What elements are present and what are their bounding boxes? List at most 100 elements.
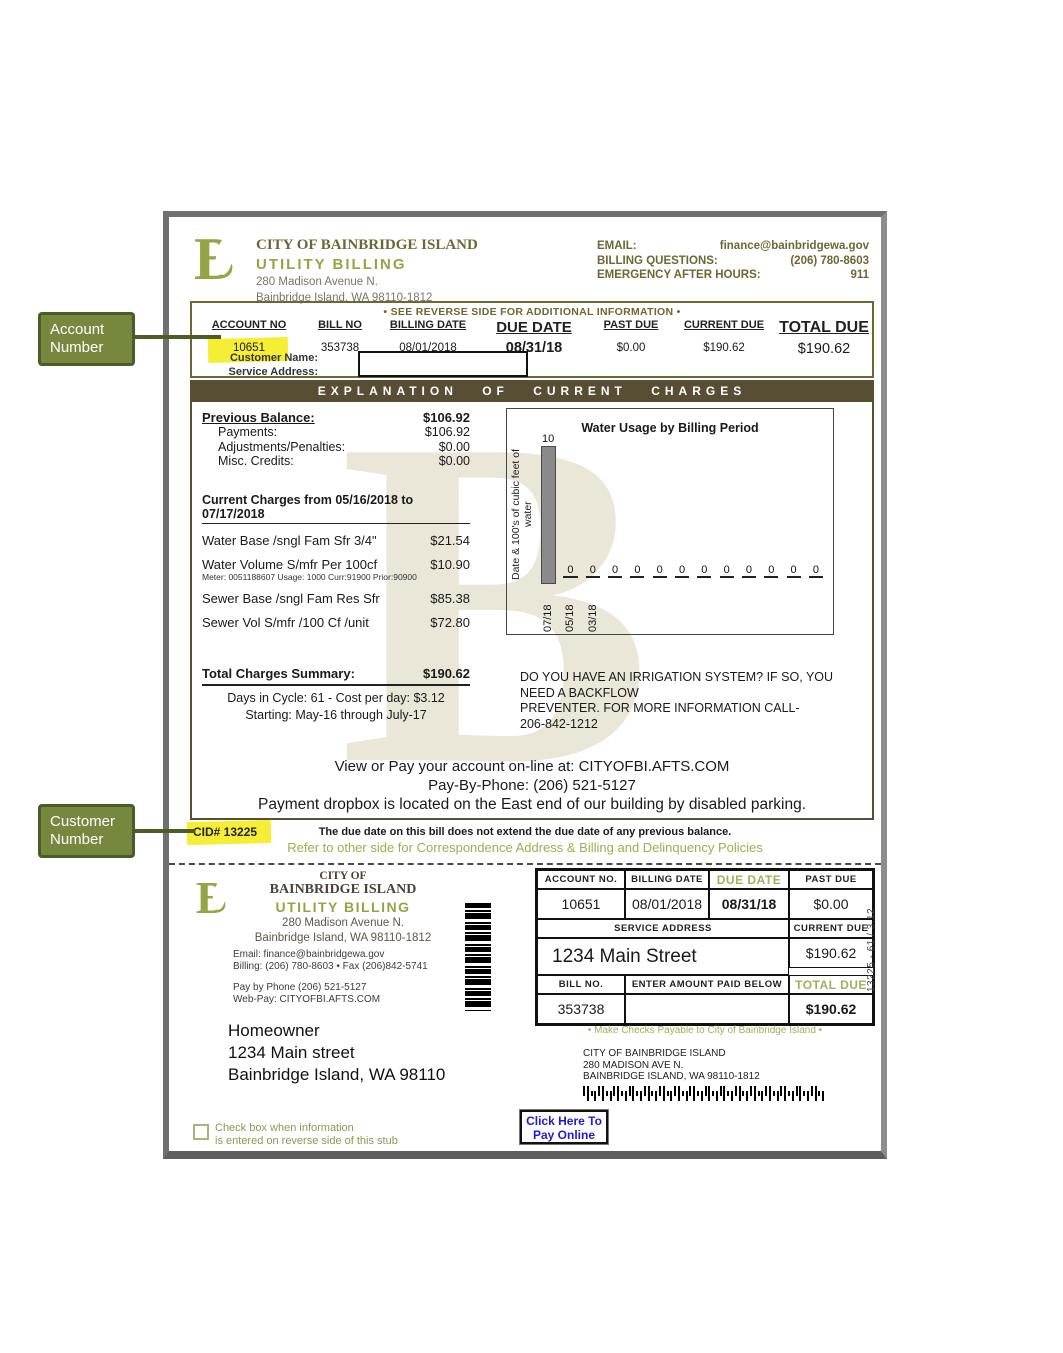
remittance-table: ACCOUNT NO. BILLING DATE DUE DATE PAST D…: [535, 868, 875, 1026]
charge-item: Water Volume S/mfr Per 100cf $10.90 Meter…: [202, 556, 470, 582]
payment-options: View or Pay your account on-line at: CIT…: [192, 758, 872, 814]
org-address-1: 280 Madison Avenue N.: [256, 276, 378, 288]
stub-header-enter-amount: ENTER AMOUNT PAID BELOW: [625, 975, 789, 994]
charges-main-box: Previous Balance: $106.92 Payments: $106.9…: [190, 402, 874, 820]
charge-item: Sewer Base /sngl Fam Res Sfr $85.38: [202, 590, 470, 606]
balance-line: Misc. Credits: $0.00: [218, 454, 470, 468]
customer-service-entry-box[interactable]: [358, 351, 528, 377]
reverse-info-check-row: Check box when information is entered on…: [193, 1122, 398, 1147]
stub-current-due-value: $190.62: [789, 938, 873, 968]
days-in-cycle-line: Days in Cycle: 61 - Cost per day: $3.12: [227, 690, 445, 705]
starting-line: Starting: May-16 through July-17: [245, 707, 427, 722]
chart-plot-area: 10 07/18 0 05/18 0 03/18 0 0 0 0 0 0 0 0 0 …: [537, 433, 827, 632]
header-billing-date: BILLING DATE: [389, 319, 467, 331]
org-name: CITY OF BAINBRIDGE ISLAND: [256, 237, 478, 253]
stub-billing-date-value: 08/01/2018: [625, 889, 709, 919]
stub-org-block: CITY OF BAINBRIDGE ISLAND UTILITY BILLIN…: [217, 870, 469, 1005]
meter-detail: Meter: 0051188607 Usage: 1000 Curr:91900…: [202, 571, 417, 582]
stub-total-due-value: $190.62: [789, 994, 873, 1024]
stub-pay-phone: Pay by Phone (206) 521-5127: [233, 982, 367, 993]
cid-row: CID# 13225 The due date on this bill doe…: [169, 819, 881, 846]
chart-bar-column: 0: [782, 433, 804, 632]
charge-item: Water Base /sngl Fam Sfr 3/4" $21.54: [202, 532, 470, 548]
stub-header-past-due: PAST DUE: [789, 870, 873, 889]
dropbox-line: Payment dropbox is located on the East e…: [257, 796, 807, 813]
watermark-b: B: [339, 341, 653, 862]
stub-web-pay: Web-Pay: CITYOFBI.AFTS.COM: [233, 993, 381, 1005]
account-callout-connector: [133, 335, 221, 339]
vertical-barcode: [465, 903, 491, 1011]
previous-balance-label: Previous Balance:: [202, 410, 315, 425]
cid-number: CID# 13225: [193, 825, 258, 839]
stub-billing-phone: Billing: (206) 780-8603 • Fax (206)842-5…: [233, 960, 428, 972]
reverse-side-note: • SEE REVERSE SIDE FOR ADDITIONAL INFORM…: [383, 306, 681, 318]
irrigation-notice: DO YOU HAVE AN IRRIGATION SYSTEM? IF SO,…: [520, 670, 834, 731]
header-current-due: CURRENT DUE: [683, 319, 765, 331]
account-number-value: 10651: [194, 336, 304, 364]
mailing-address: Homeowner 1234 Main street Bainbridge Is…: [228, 1021, 446, 1084]
charges-column: Previous Balance: $106.92 Payments: $106.9…: [202, 410, 470, 722]
customer-callout-connector: [135, 829, 195, 833]
chart-bar-column: 0 03/18: [585, 564, 600, 632]
explanation-bar: EXPLANATION OF CURRENT CHARGES: [190, 380, 874, 402]
org-header: CITY OF BAINBRIDGE ISLAND UTILITY BILLIN…: [256, 237, 478, 305]
stub-email: Email: finance@bainbridgewa.gov: [233, 949, 385, 960]
chart-bar-column: 0: [738, 433, 760, 632]
account-number-callout: Account Number: [38, 312, 135, 366]
stub-header-total-due: TOTAL DUE: [789, 975, 873, 994]
pay-online-button[interactable]: Click Here To Pay Online: [519, 1109, 609, 1145]
city-logo-icon: B: [194, 226, 235, 292]
chart-y-axis-label: Date & 100's of cubic feet of water: [510, 449, 534, 580]
past-due-value: $0.00: [616, 342, 646, 354]
stub-header-account: ACCOUNT NO.: [537, 870, 625, 889]
charge-item: Sewer Vol S/mfr /100 Cf /unit $72.80: [202, 614, 470, 630]
customer-name-label: Customer Name:: [229, 352, 318, 364]
stub-account-value: 10651: [537, 889, 625, 919]
refer-note: Refer to other side for Correspondence A…: [287, 840, 763, 855]
header-past-due: PAST DUE: [603, 319, 659, 331]
pay-by-phone-line: Pay-By-Phone: (206) 521-5127: [428, 777, 636, 794]
chart-bar-column: 0: [671, 433, 693, 632]
header-account-no: ACCOUNT NO: [211, 319, 287, 331]
make-checks-note: • Make Checks Payable to City of Bainbri…: [587, 1025, 823, 1036]
chart-bar-column: 10 07/18: [540, 433, 556, 632]
total-charges-row: Total Charges Summary: $190.62: [202, 666, 470, 686]
previous-balance-value: $106.92: [423, 410, 470, 425]
water-usage-chart: Water Usage by Billing Period Date & 100…: [506, 408, 834, 635]
contact-block: EMAIL: finance@bainbridgewa.gov BILLING Q…: [597, 239, 869, 283]
pay-online-line: View or Pay your account on-line at: CIT…: [334, 758, 730, 775]
balance-line: Payments: $106.92: [218, 425, 470, 439]
return-address: CITY OF BAINBRIDGE ISLAND 280 MADISON AV…: [583, 1048, 760, 1082]
checkbox-label: Check box when information is entered on…: [215, 1122, 398, 1147]
due-date-note: The due date on this bill does not exten…: [318, 826, 732, 838]
stub-header-bill-no: BILL NO.: [537, 975, 625, 994]
amount-paid-entry[interactable]: [625, 994, 789, 1024]
stub-header-due-date: DUE DATE: [709, 870, 789, 889]
stub-past-due-value: $0.00: [789, 889, 873, 919]
reverse-info-checkbox[interactable]: [193, 1124, 209, 1140]
header-due-date: DUE DATE: [496, 319, 572, 336]
org-dept: UTILITY BILLING: [256, 256, 407, 273]
current-charges-heading: Current Charges from 05/16/2018 to 07/17…: [202, 493, 470, 524]
chart-bar-column: 0: [760, 433, 782, 632]
stub-due-date-value: 08/31/18: [709, 889, 789, 919]
stub-org-dept: UTILITY BILLING: [275, 899, 411, 915]
total-due-value: $190.62: [797, 341, 851, 357]
tear-off-dashed-line: [169, 863, 881, 865]
service-address-label: Service Address:: [228, 366, 318, 378]
current-due-value: $190.62: [703, 342, 745, 354]
stub-bill-no-value: 353738: [537, 994, 625, 1024]
stub-addr-2: Bainbridge Island, WA 98110-1812: [254, 932, 432, 944]
chart-bar-column: 0: [805, 433, 827, 632]
stub-header-billing-date: BILLING DATE: [625, 870, 709, 889]
chart-bar-column: 0: [693, 433, 715, 632]
customer-number-callout: Customer Number: [38, 804, 135, 858]
header-total-due: TOTAL DUE: [779, 319, 869, 336]
intelligent-mail-barcode: [583, 1086, 833, 1101]
stub-header-current-due: CURRENT DUE: [789, 919, 873, 938]
billing-questions-label: BILLING QUESTIONS:: [597, 254, 718, 267]
billing-questions-value: (206) 780-8603: [790, 254, 869, 267]
bill-document: B B CITY OF BAINBRIDGE ISLAND UTILITY BI…: [163, 211, 887, 1159]
balance-line: Adjustments/Penalties: $0.00: [218, 439, 470, 454]
email-value: finance@bainbridgewa.gov: [719, 240, 869, 252]
